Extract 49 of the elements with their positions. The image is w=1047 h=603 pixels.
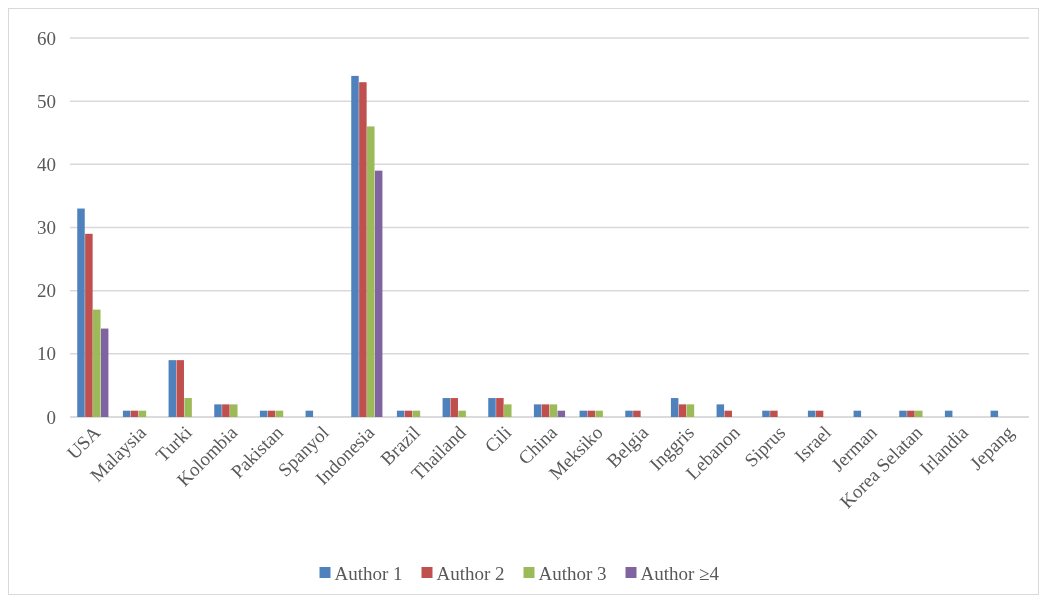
bar: [93, 309, 101, 417]
bar: [85, 233, 93, 417]
bar: [458, 410, 466, 417]
bar: [168, 360, 177, 417]
bar: [716, 404, 725, 417]
bar: [907, 410, 915, 417]
bar: [587, 410, 595, 417]
bar: [533, 404, 542, 417]
bar: [367, 126, 375, 417]
bar: [504, 404, 512, 417]
bar: [77, 208, 85, 417]
bar: [633, 410, 641, 417]
bar: [214, 404, 222, 417]
bar: [770, 410, 778, 417]
y-tick-label: 60: [37, 27, 56, 49]
bar: [374, 170, 383, 417]
bar: [442, 398, 451, 417]
bar: [549, 404, 558, 417]
y-tick-label: 0: [46, 406, 56, 428]
bar: [222, 404, 230, 417]
bar: [670, 398, 679, 417]
bar: [625, 410, 633, 417]
x-tick-label: Cili: [480, 421, 516, 457]
bar: [176, 360, 184, 417]
bar: [184, 398, 192, 417]
bar: [915, 410, 923, 417]
y-tick-label: 50: [37, 90, 56, 112]
legend-label: Author 2: [436, 562, 505, 584]
bar: [762, 410, 770, 417]
bar: [595, 410, 603, 417]
y-tick-label: 30: [37, 217, 56, 239]
legend-label: Author 3: [538, 562, 607, 584]
bar: [899, 410, 907, 417]
bar: [496, 398, 504, 417]
bar: [541, 404, 550, 417]
legend-label: Author 1: [334, 562, 403, 584]
bar: [359, 82, 367, 417]
legend-label: Author ≥4: [640, 562, 720, 584]
bar: [351, 75, 359, 417]
bar: [450, 398, 458, 417]
y-tick-label: 40: [37, 153, 56, 175]
y-tick-label: 10: [37, 343, 56, 365]
bar: [686, 404, 695, 417]
y-tick-label: 20: [37, 280, 56, 302]
bar: [488, 398, 496, 417]
bar: [230, 404, 238, 417]
bar: [678, 404, 687, 417]
bar: [100, 328, 109, 417]
bar: [724, 410, 732, 417]
